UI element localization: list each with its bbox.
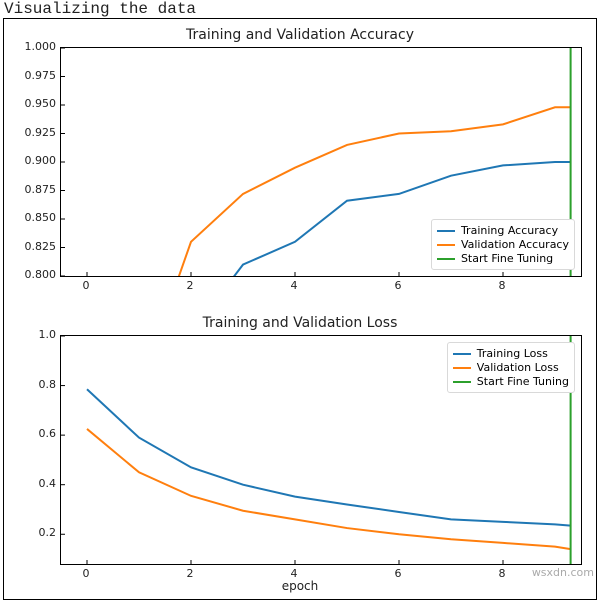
legend-label: Training Accuracy: [461, 224, 558, 237]
watermark: wsxdn.com: [532, 566, 594, 579]
ytick-label: 0.875: [16, 183, 56, 196]
ytick-label: 0.975: [16, 69, 56, 82]
accuracy-chart-title: Training and Validation Accuracy: [4, 27, 596, 43]
ytick-label: 1.0: [16, 328, 56, 341]
ytick-label: 0.2: [16, 526, 56, 539]
ytick-label: 0.850: [16, 211, 56, 224]
legend-line-swatch: [453, 353, 471, 355]
ytick-label: 1.000: [16, 40, 56, 53]
legend-item: Validation Accuracy: [437, 238, 569, 251]
legend-label: Training Loss: [477, 347, 548, 360]
legend-item: Start Fine Tuning: [437, 252, 569, 265]
ytick-label: 0.4: [16, 477, 56, 490]
legend-item: Start Fine Tuning: [453, 375, 569, 388]
legend-item: Validation Loss: [453, 361, 569, 374]
page-header: Visualizing the data: [0, 0, 600, 18]
loss-chart-title: Training and Validation Loss: [4, 315, 596, 331]
loss-xlabel: epoch: [4, 579, 596, 593]
legend-line-swatch: [453, 381, 471, 383]
ytick-label: 0.825: [16, 240, 56, 253]
legend-line-swatch: [437, 244, 455, 246]
loss-chart: Training LossValidation LossStart Fine T…: [60, 335, 582, 565]
xtick-label: 0: [76, 279, 96, 292]
legend-label: Validation Loss: [477, 361, 559, 374]
ytick-label: 0.8: [16, 378, 56, 391]
xtick-label: 4: [284, 279, 304, 292]
legend-item: Training Accuracy: [437, 224, 569, 237]
accuracy-legend: Training AccuracyValidation AccuracyStar…: [431, 219, 575, 270]
xtick-label: 2: [180, 279, 200, 292]
legend-line-swatch: [437, 230, 455, 232]
legend-label: Start Fine Tuning: [477, 375, 569, 388]
ytick-label: 0.925: [16, 126, 56, 139]
ytick-label: 0.900: [16, 154, 56, 167]
accuracy-chart: Training AccuracyValidation AccuracyStar…: [60, 47, 582, 277]
ytick-label: 0.6: [16, 427, 56, 440]
xtick-label: 6: [388, 279, 408, 292]
ytick-label: 0.800: [16, 268, 56, 281]
legend-label: Validation Accuracy: [461, 238, 569, 251]
figure-container: Training and Validation Accuracy Trainin…: [3, 18, 597, 600]
legend-item: Training Loss: [453, 347, 569, 360]
loss-legend: Training LossValidation LossStart Fine T…: [447, 342, 575, 393]
legend-label: Start Fine Tuning: [461, 252, 553, 265]
legend-line-swatch: [453, 367, 471, 369]
legend-line-swatch: [437, 258, 455, 260]
ytick-label: 0.950: [16, 97, 56, 110]
xtick-label: 8: [492, 279, 512, 292]
